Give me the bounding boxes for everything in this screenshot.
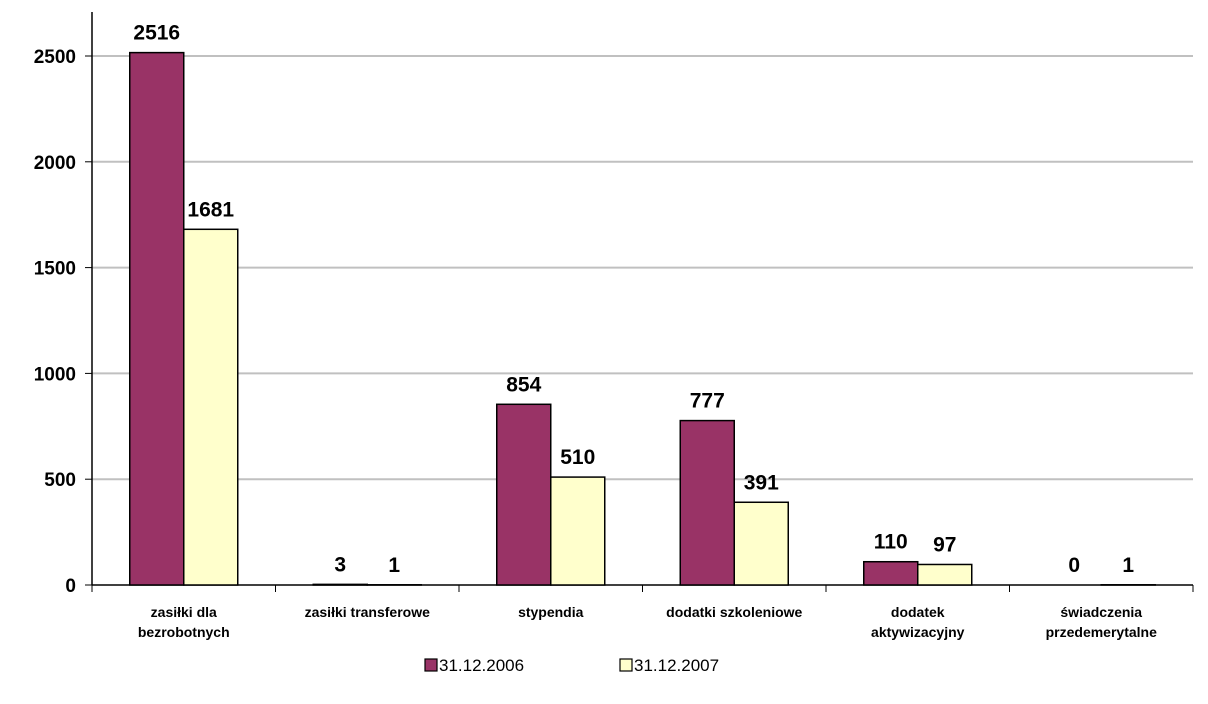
x-tick-label: zasiłki dla bezrobotnych xyxy=(138,604,230,640)
legend-label: 31.12.2006 xyxy=(439,656,524,675)
data-label: 3 xyxy=(334,553,346,576)
x-tick-label: stypendia xyxy=(518,604,584,620)
bar-series-2006 xyxy=(312,583,368,586)
data-label: 854 xyxy=(506,373,541,396)
bar-series-2007 xyxy=(183,228,239,586)
x-tick-label: zasiłki transferowe xyxy=(305,604,430,620)
legend-label: 31.12.2007 xyxy=(634,656,719,675)
legend: 31.12.2006 31.12.2007 xyxy=(424,656,719,675)
x-axis: zasiłki dla bezrobotnych zasiłki transfero… xyxy=(91,584,1194,640)
y-tick-label: 0 xyxy=(65,576,76,597)
x-tick-label: świadczenia przedemerytalne xyxy=(1046,604,1157,640)
data-label: 1 xyxy=(388,554,400,577)
data-label: 0 xyxy=(1068,554,1080,577)
bar-series-2006 xyxy=(129,51,185,586)
bar-series-2006 xyxy=(679,419,735,586)
data-label: 2516 xyxy=(133,22,180,45)
y-tick-label: 1500 xyxy=(34,259,76,280)
data-label: 1681 xyxy=(187,198,234,221)
bar-series-2007 xyxy=(550,476,606,586)
data-labels: 2516 1681 3 1 854 510 777 391 110 97 0 1 xyxy=(133,22,1134,577)
data-label: 97 xyxy=(933,533,956,556)
data-label: 110 xyxy=(874,531,908,554)
bar-series-2006 xyxy=(496,403,552,586)
bar-series-2006 xyxy=(863,560,919,586)
data-label: 777 xyxy=(690,390,725,413)
bar-series-2007 xyxy=(917,563,973,586)
data-label: 510 xyxy=(560,446,595,469)
bar-series-2007 xyxy=(733,501,789,586)
x-tick-label: dodatek aktywizacyjny xyxy=(871,604,965,640)
y-tick-label: 500 xyxy=(44,470,76,491)
x-tick-label: dodatki szkoleniowe xyxy=(666,604,802,620)
y-tick-label: 1000 xyxy=(34,364,76,385)
gridlines xyxy=(92,55,1193,481)
data-label: 1 xyxy=(1122,554,1134,577)
legend-swatch xyxy=(424,658,438,672)
y-tick-label: 2500 xyxy=(34,47,76,68)
legend-swatch xyxy=(619,658,633,672)
y-axis: 0 500 1000 1500 2000 2500 xyxy=(34,12,93,597)
y-tick-label: 2000 xyxy=(34,153,76,174)
data-label: 391 xyxy=(744,471,779,494)
bars xyxy=(129,51,1156,586)
